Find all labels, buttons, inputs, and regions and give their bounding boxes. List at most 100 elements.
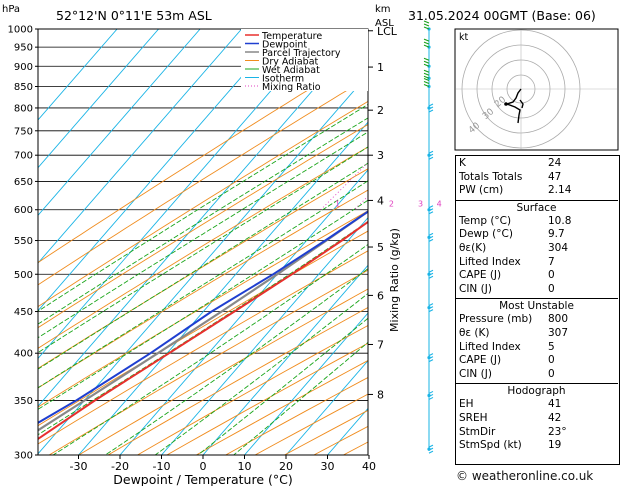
axes: 3003504004505005506006507007508008509009…: [8, 25, 376, 474]
km-tick-label: 6: [377, 289, 384, 302]
index-row: PW (cm) 2.14: [455, 184, 618, 198]
mu-row: CIN (J) 0: [455, 368, 618, 382]
surface-label: Dewp (°C): [459, 228, 513, 241]
isotherm: [38, 29, 201, 217]
index-value: 2.14: [548, 184, 572, 197]
surface-row: Dewp (°C) 9.7: [455, 228, 618, 242]
pressure-tick-label: 950: [14, 43, 33, 54]
mu-label: Lifted Index: [459, 340, 521, 353]
legend-isotherm: Isotherm: [262, 74, 304, 85]
index-label: Totals Totals: [459, 170, 523, 183]
pressure-tick-label: 500: [14, 270, 33, 281]
hodo-value: 42: [548, 411, 562, 424]
hpa-unit-label: hPa: [2, 4, 20, 15]
wet-adiabat: [197, 317, 368, 455]
temperature-tick-label: 10: [238, 460, 252, 473]
dry-adiabat: [137, 324, 368, 455]
wind-barb: [428, 232, 434, 242]
pressure-tick-label: 550: [14, 236, 33, 247]
hodo-value: 41: [548, 398, 562, 411]
isotherm: [285, 360, 368, 455]
dry-adiabat: [38, 100, 368, 308]
mixing-ratio-axis-label: Mixing Ratio (g/kg): [388, 228, 401, 332]
mu-value: 5: [548, 340, 555, 353]
index-label: PW (cm): [459, 184, 504, 197]
km-tick-label: 4: [377, 194, 384, 207]
surface-label: CAPE (J): [459, 269, 502, 282]
dry-adiabat: [38, 189, 368, 389]
pressure-tick-label: 350: [14, 396, 33, 407]
hodo-value: 23°: [548, 425, 567, 438]
mu-row: Pressure (mb) 800: [455, 313, 618, 327]
surface-value: 10.8: [548, 214, 572, 227]
indices-table: K 24 Totals Totals 47 PW (cm) 2.14 Surface …: [455, 157, 618, 453]
surface-title: Surface: [516, 201, 557, 214]
mu-value: 0: [548, 367, 555, 380]
temperature-tick-label: 0: [200, 460, 207, 473]
wind-barb: [423, 57, 430, 67]
wet-adiabat: [52, 243, 368, 455]
wind-barb: [428, 103, 434, 113]
legend-wet-adiabat: Wet Adiabat: [262, 65, 320, 76]
dry-adiabat: [38, 230, 368, 427]
surface-value: 7: [548, 255, 555, 268]
mixing-ratio-label: 4: [437, 200, 442, 209]
dry-adiabat: [107, 306, 368, 455]
legend-dewpoint: Dewpoint: [262, 40, 307, 51]
surface-label: Temp (°C): [459, 214, 512, 227]
mu-value: 800: [548, 313, 569, 326]
pressure-tick-label: 650: [14, 177, 33, 188]
hodo-row: EH 41: [455, 398, 618, 412]
pressure-tick-label: 850: [14, 82, 33, 93]
mu-label: CIN (J): [459, 367, 492, 380]
surface-row: CIN (J) 0: [455, 283, 618, 297]
wind-barb: [423, 38, 430, 48]
wet-adiabat: [38, 180, 368, 389]
dry-adiabat: [78, 288, 368, 455]
most-unstable-title: Most Unstable: [499, 300, 574, 313]
mixing-ratio-label: 1: [335, 200, 340, 209]
hodo-row: StmSpd (kt) 19: [455, 439, 618, 453]
pressure-tick-label: 300: [14, 451, 33, 462]
legend-background: [241, 29, 368, 91]
wet-adiabat: [38, 131, 368, 339]
copyright: © weatheronline.co.uk: [456, 469, 594, 483]
mu-label: θε (K): [459, 326, 490, 339]
km-tick-label: 3: [377, 149, 384, 162]
wind-barb: [428, 303, 434, 313]
index-label: K: [459, 157, 466, 169]
hodograph-trace-upper: [519, 99, 524, 109]
surface-label: Lifted Index: [459, 255, 521, 268]
temperature-tick-label: -20: [111, 460, 129, 473]
isotherm: [38, 73, 368, 455]
surface-label: θε(K): [459, 241, 487, 254]
legend-dry-adiabat: Dry Adiabat: [262, 57, 319, 68]
wet-adiabat: [38, 117, 368, 325]
dry-adiabat: [38, 146, 368, 349]
location-title: 52°12'N 0°11'E 53m ASL: [56, 8, 212, 23]
km-tick-label: 5: [377, 241, 384, 254]
temperature-tick-label: -10: [153, 460, 171, 473]
km-tick-label: LCL: [377, 25, 398, 38]
hodo-label: StmDir: [459, 425, 496, 438]
surface-row: CAPE (J) 0: [455, 269, 618, 283]
x-axis-label: Dewpoint / Temperature (°C): [113, 472, 292, 486]
background-lines: [38, 29, 368, 455]
surface-value: 0: [548, 282, 555, 295]
temperature-tick-label: 30: [321, 460, 335, 473]
mu-value: 307: [548, 326, 569, 339]
pressure-tick-label: 750: [14, 126, 33, 137]
index-row: K 24: [455, 157, 618, 171]
dry-adiabat: [38, 250, 368, 445]
index-value: 47: [548, 170, 562, 183]
surface-row: Lifted Index 7: [455, 256, 618, 270]
hodograph-unit: kt: [459, 32, 469, 43]
dry-adiabat: [38, 210, 368, 408]
wind-barb: [428, 269, 434, 279]
isotherm: [161, 216, 368, 455]
hodograph-frame: [454, 28, 619, 151]
pressure-tick-label: 1000: [8, 25, 33, 36]
dry-adiabat: [38, 123, 368, 329]
wind-barb: [423, 20, 430, 30]
